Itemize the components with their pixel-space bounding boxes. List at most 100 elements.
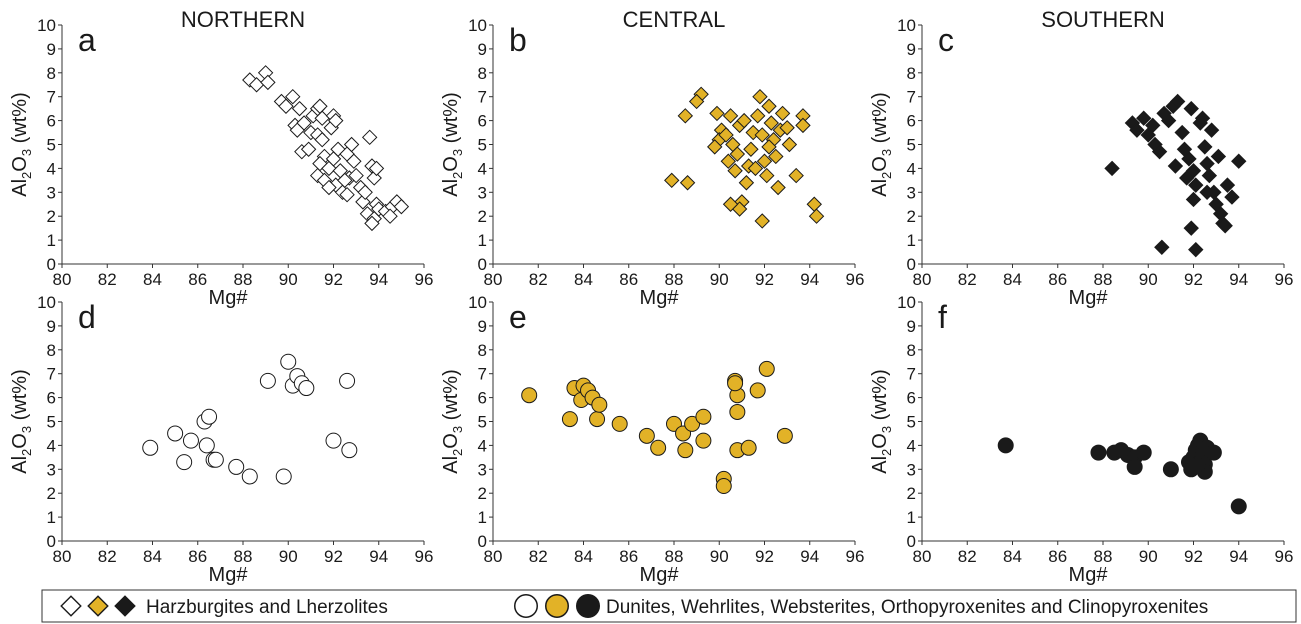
diamond-marker [1199, 155, 1215, 172]
legend-box [41, 589, 1297, 623]
y-axis-label: Al2O3 (wt%) [9, 92, 34, 197]
circle-marker [758, 360, 775, 377]
x-tick-label: 90 [710, 270, 729, 289]
x-tick-label: 86 [188, 270, 207, 289]
circle-marker [1230, 498, 1247, 515]
circle-marker [545, 594, 569, 618]
diamond-marker [337, 172, 353, 189]
x-tick-label: 82 [98, 547, 117, 566]
circle-marker [176, 454, 193, 471]
y-tick-label: 1 [47, 231, 56, 250]
circle-marker [1090, 444, 1107, 461]
subscript: 2 [19, 449, 34, 456]
subscript: 3 [19, 426, 34, 433]
x-tick-label: 92 [1184, 547, 1203, 566]
diamond-marker [754, 127, 770, 143]
y-tick-label: 1 [47, 508, 56, 527]
diamond-marker [795, 117, 811, 134]
x-tick-label: 82 [529, 547, 548, 566]
diamond-marker [1210, 148, 1227, 165]
x-tick-label: 92 [1184, 270, 1203, 289]
subscript: 3 [19, 149, 34, 156]
circle-marker [561, 411, 578, 428]
label-part: Al [9, 179, 31, 197]
subscript: 2 [879, 449, 894, 456]
y-tick-label: 2 [478, 207, 487, 226]
diamond-marker [707, 139, 723, 155]
y-tick-label: 7 [47, 88, 56, 107]
y-tick-label: 5 [47, 413, 56, 432]
circle-marker [749, 382, 766, 399]
circle-marker [259, 372, 276, 389]
subscript: 2 [879, 172, 894, 179]
diamond-marker [114, 595, 136, 617]
diamond-marker [343, 136, 360, 153]
diamond-marker [768, 148, 784, 165]
circle-marker [339, 372, 356, 389]
circle-marker [1190, 456, 1207, 473]
x-tick-label: 94 [800, 547, 819, 566]
y-tick-label: 6 [907, 389, 916, 408]
y-tick-label: 10 [897, 16, 916, 35]
panel-title: CENTRAL [623, 7, 726, 32]
label-part: O [869, 156, 891, 172]
label-part: (wt%) [440, 92, 462, 149]
circle-marker [997, 437, 1014, 454]
x-tick-label: 86 [619, 547, 638, 566]
x-tick-label: 90 [710, 547, 729, 566]
x-axis-label: Mg# [1069, 287, 1109, 309]
y-tick-label: 0 [478, 532, 487, 551]
y-tick-label: 8 [478, 341, 487, 360]
diamond-marker [779, 120, 795, 136]
diamond-marker [328, 112, 344, 129]
y-tick-label: 8 [907, 64, 916, 83]
diamond-marker [300, 141, 317, 157]
x-tick-label: 94 [369, 270, 388, 289]
y-tick-label: 9 [47, 40, 56, 59]
diamond-marker [720, 153, 737, 169]
x-tick-label: 94 [1229, 270, 1248, 289]
circle-marker [695, 432, 712, 449]
x-tick-label: 88 [665, 270, 684, 289]
y-tick-label: 9 [478, 317, 487, 336]
subscript: 2 [450, 449, 465, 456]
x-axis-label: Mg# [640, 564, 680, 586]
diamond-marker [368, 160, 385, 177]
x-tick-label: 80 [913, 270, 932, 289]
x-tick-label: 84 [574, 270, 593, 289]
circle-marker [650, 439, 667, 456]
diamond-marker [1217, 218, 1233, 234]
x-tick-label: 84 [143, 547, 162, 566]
diamond-marker [87, 595, 109, 617]
diamond-marker [1160, 112, 1177, 129]
diamond-marker [774, 105, 791, 122]
diamond-marker [1231, 153, 1247, 169]
x-tick-label: 84 [574, 547, 593, 566]
y-tick-label: 2 [907, 484, 916, 503]
panel-label: b [509, 22, 527, 58]
y-axis-label: Al2O3 (wt%) [869, 369, 894, 474]
circle-marker [228, 458, 245, 475]
legend-label: Dunites, Wehrlites, Websterites, Orthopy… [606, 597, 1208, 618]
y-tick-label: 8 [907, 341, 916, 360]
label-part: Al [869, 456, 891, 474]
diamond-marker [688, 93, 705, 110]
panel-title: NORTHERN [181, 7, 305, 32]
circle-marker [677, 442, 694, 459]
circle-marker [198, 437, 215, 454]
label-part: (wt%) [9, 92, 31, 149]
diamond-marker [1154, 239, 1170, 255]
y-tick-label: 6 [47, 112, 56, 131]
x-tick-label: 96 [415, 547, 434, 566]
y-tick-label: 9 [47, 317, 56, 336]
diamond-marker [738, 175, 755, 191]
diamond-marker [1151, 143, 1168, 160]
label-part: O [9, 156, 31, 172]
x-axis-label: Mg# [209, 287, 249, 309]
diamond-marker [1188, 241, 1204, 258]
label-part: (wt%) [9, 369, 31, 426]
y-tick-label: 0 [47, 255, 56, 274]
panel-title: SOUTHERN [1041, 7, 1164, 32]
diamond-marker [806, 196, 822, 212]
x-tick-label: 90 [279, 270, 298, 289]
